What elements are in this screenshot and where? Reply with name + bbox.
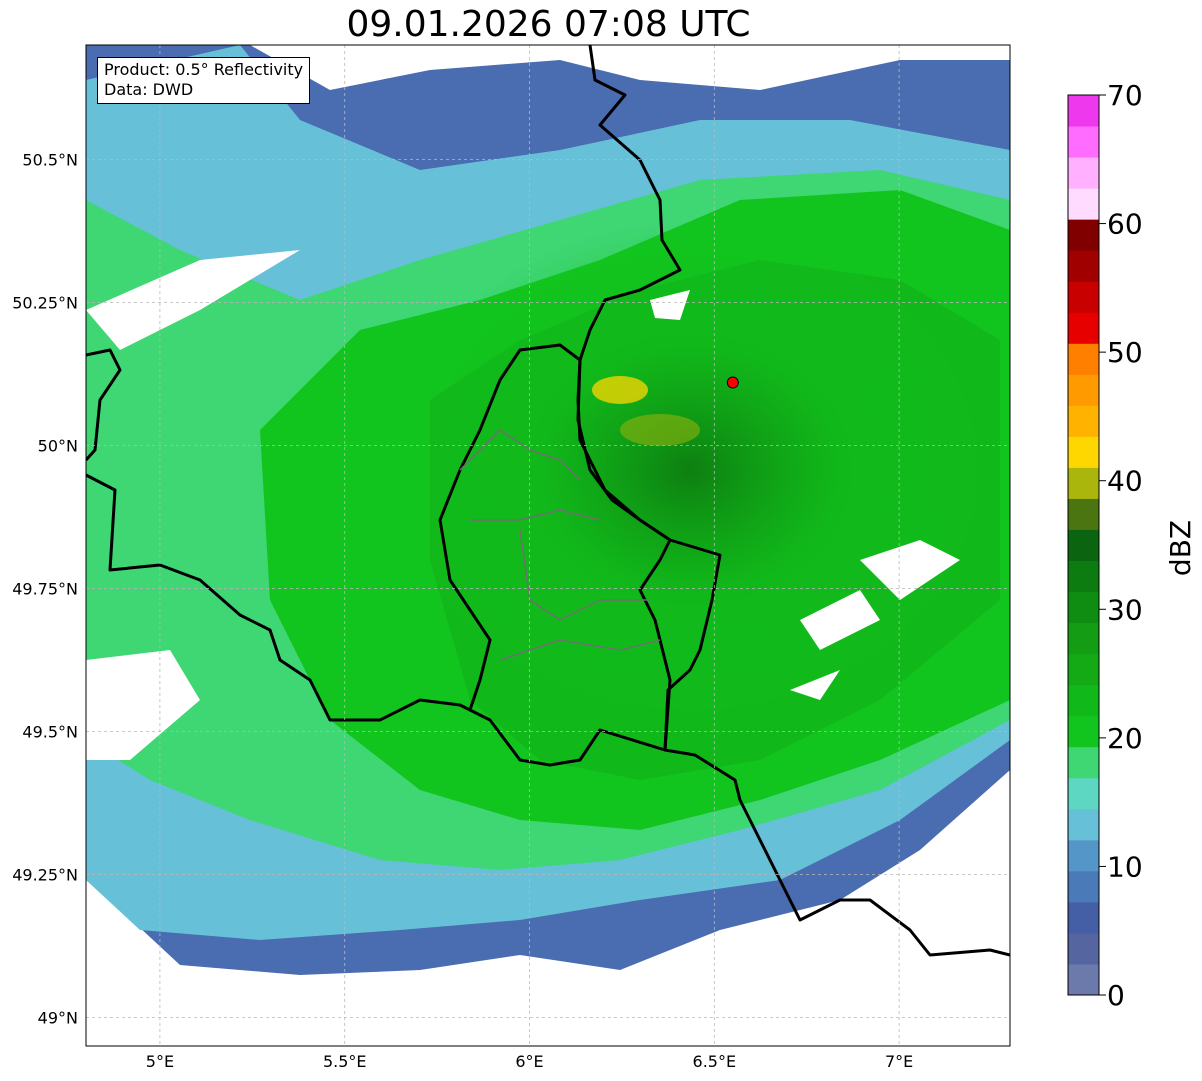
- colorbar-segment: [1068, 684, 1099, 717]
- colorbar-segment: [1068, 777, 1099, 810]
- echo-core: [390, 220, 990, 720]
- colorbar-frame: [1067, 94, 1100, 996]
- radar-reflectivity-field: [86, 45, 1010, 1046]
- colorbar-segment: [1068, 219, 1099, 251]
- colorbar-tick-label: 50: [1107, 336, 1143, 369]
- product-info-box: Product: 0.5° Reflectivity Data: DWD: [97, 57, 311, 104]
- colorbar-tick-labels: 0 10 20 30 40 50 60 70: [1099, 79, 1143, 1012]
- lon-tick-label: 6°E: [515, 1052, 543, 1071]
- product-label: Product: 0.5° Reflectivity: [104, 60, 304, 79]
- echo-olive-cluster: [620, 414, 700, 446]
- lat-tick-label: 49°N: [38, 1008, 78, 1027]
- colorbar-tick-label: 60: [1107, 208, 1143, 241]
- colorbar: [1067, 94, 1100, 996]
- echo-gap: [86, 650, 200, 760]
- echo-gap: [800, 590, 880, 650]
- map-title: 09.01.2026 07:08 UTC: [346, 4, 751, 45]
- border-france-belgium: [86, 348, 471, 722]
- lat-tick-label: 50.25°N: [12, 293, 78, 312]
- colorbar-segment: [1068, 715, 1099, 748]
- echo-gap: [790, 670, 840, 700]
- colorbar-segment: [1068, 405, 1099, 437]
- colorbar-segment: [1068, 529, 1099, 562]
- colorbar-tick-label: 30: [1107, 593, 1143, 626]
- lat-tick-label: 49.5°N: [22, 722, 78, 741]
- lat-tick-label: 50.5°N: [22, 150, 78, 169]
- lon-tick-label: 5.5°E: [323, 1052, 367, 1071]
- colorbar-segment: [1068, 312, 1099, 344]
- lat-tick-label: 49.75°N: [12, 579, 78, 598]
- colorbar-tick-label: 40: [1107, 465, 1143, 498]
- colorbar-segment: [1068, 281, 1099, 313]
- colorbar-tick-label: 0: [1107, 979, 1125, 1012]
- radar-site-marker: [726, 376, 739, 389]
- colorbar-segment: [1068, 95, 1099, 127]
- border-luxembourg: [438, 343, 672, 767]
- lon-tick-label: 6.5°E: [693, 1052, 737, 1071]
- colorbar-label: dBZ: [1164, 520, 1197, 576]
- colorbar-segment: [1068, 622, 1099, 655]
- lon-tick-labels: 5°E 5.5°E 6°E 6.5°E 7°E: [146, 1052, 913, 1071]
- echo-gap: [650, 290, 690, 320]
- colorbar-segment: [1068, 839, 1099, 872]
- colorbar-tick-label: 20: [1107, 722, 1143, 755]
- colorbar-segment: [1068, 467, 1099, 499]
- echo-yellow-cluster: [592, 376, 648, 404]
- colorbar-segment: [1068, 808, 1099, 841]
- lat-tick-label: 49.25°N: [12, 865, 78, 884]
- echo-gap: [86, 250, 300, 350]
- cantons: [459, 429, 661, 661]
- colorbar-segment: [1068, 188, 1099, 220]
- colorbar-segment: [1068, 126, 1099, 158]
- lat-tick-labels: 49°N 49.25°N 49.5°N 49.75°N 50°N 50.25°N 50.5°…: [12, 150, 78, 1027]
- echo-gap: [860, 540, 960, 600]
- colorbar-segment: [1068, 498, 1099, 530]
- colorbar-segment: [1068, 963, 1099, 996]
- map-frame: [85, 44, 1011, 1047]
- colorbar-segment: [1068, 746, 1099, 779]
- data-source-label: Data: DWD: [104, 80, 194, 99]
- colorbar-segment: [1068, 436, 1099, 468]
- colorbar-segment: [1068, 560, 1099, 593]
- gridlines: [86, 45, 1010, 1046]
- lon-tick-label: 5°E: [146, 1052, 174, 1071]
- colorbar-tick-label: 70: [1107, 79, 1143, 112]
- colorbar-segment: [1068, 374, 1099, 406]
- radar-site-dot: [726, 376, 739, 389]
- colorbar-segment: [1068, 901, 1099, 934]
- borders: [86, 45, 1010, 957]
- colorbar-segment: [1068, 870, 1099, 903]
- colorbar-segment: [1068, 932, 1099, 965]
- lon-tick-label: 7°E: [885, 1052, 913, 1071]
- colorbar-segment: [1068, 343, 1099, 375]
- colorbar-segment: [1068, 591, 1099, 624]
- colorbar-segment: [1068, 653, 1099, 686]
- lat-tick-label: 50°N: [38, 436, 78, 455]
- colorbar-segment: [1068, 250, 1099, 282]
- colorbar-segment: [1068, 157, 1099, 189]
- colorbar-tick-label: 10: [1107, 850, 1143, 883]
